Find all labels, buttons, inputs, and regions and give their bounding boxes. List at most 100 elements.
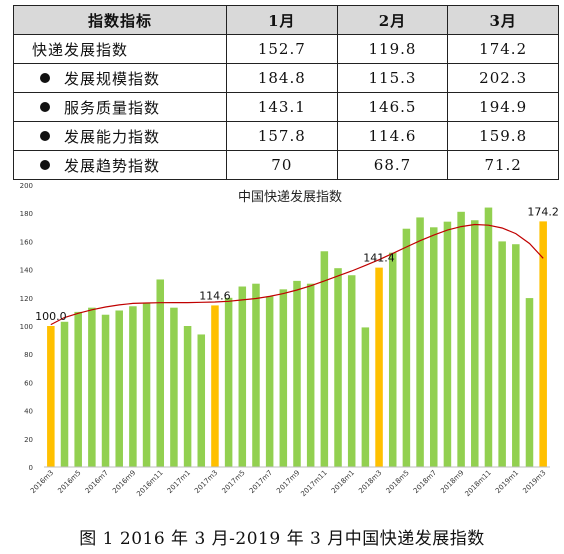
y-tick-label: 180: [20, 210, 33, 218]
data-label: 114.6: [199, 289, 231, 302]
row-value: 152.7: [226, 34, 338, 64]
bar-2017m8: [279, 289, 288, 467]
row-indicator-name: 快递发展指数: [13, 34, 227, 64]
bar-2019m1: [512, 244, 520, 467]
bar-2016m12: [170, 307, 178, 467]
y-tick-label: 60: [24, 379, 33, 387]
row-label: 发展规模指数: [64, 69, 161, 88]
row-label: 发展能力指数: [64, 127, 161, 146]
y-tick-label: 40: [24, 408, 33, 416]
table-row: 发展趋势指数 70 68.7 71.2: [13, 150, 559, 180]
header-mar: 3月: [447, 5, 559, 35]
bar-2017m5: [238, 286, 247, 467]
bar-2016m10: [142, 303, 151, 467]
x-tick-label: 2017m5: [220, 469, 246, 495]
y-tick-label: 0: [29, 464, 33, 472]
bar-2017m3: [211, 305, 219, 467]
chart-title: 中国快递发展指数: [238, 189, 342, 205]
data-label: 141.4: [363, 252, 395, 265]
bar-2018m12: [498, 241, 506, 467]
row-value: 143.1: [226, 92, 338, 122]
x-tick-label: 2017m1: [166, 469, 192, 495]
row-label: 发展趋势指数: [64, 156, 161, 175]
bar-2018m11: [484, 207, 493, 467]
row-value: 157.8: [226, 121, 338, 151]
row-value: 159.8: [447, 121, 559, 151]
bar-2017m7: [265, 296, 274, 467]
bar-2017m6: [252, 283, 260, 467]
bar-2017m2: [197, 334, 206, 467]
x-tick-label: 2016m11: [135, 469, 164, 498]
header-indicator: 指数指标: [13, 5, 227, 35]
bar-2019m3: [539, 221, 547, 467]
bar-2018m3: [375, 267, 383, 467]
row-value: 114.6: [336, 121, 449, 151]
row-indicator-name: 发展能力指数: [13, 121, 227, 151]
row-label: 快递发展指数: [32, 40, 129, 59]
x-tick-label: 2018m5: [385, 469, 411, 495]
row-indicator-name: 发展趋势指数: [13, 150, 227, 180]
data-label: 100.0: [35, 310, 67, 323]
row-value: 194.9: [447, 92, 559, 122]
bar-2017m9: [293, 280, 301, 467]
table-row: 发展规模指数 184.8 115.3 202.3: [13, 63, 559, 93]
row-indicator-name: 服务质量指数: [13, 92, 227, 122]
x-tick-label: 2017m9: [275, 469, 301, 495]
x-tick-label: 2017m3: [193, 469, 219, 495]
bullet-icon: [40, 102, 50, 112]
bar-2016m4: [60, 321, 69, 467]
bar-2017m11: [320, 251, 329, 467]
row-value: 71.2: [447, 150, 559, 180]
x-tick-label: 2018m9: [439, 469, 465, 495]
x-tick-label: 2018m7: [412, 469, 438, 495]
bar-2018m6: [416, 217, 424, 467]
index-table: 指数指标 1月 2月 3月 快递发展指数 152.7 119.8 174.2 发展规模指…: [13, 5, 559, 180]
x-tick-label: 2017m7: [248, 469, 274, 495]
bar-2016m8: [115, 310, 123, 467]
bar-2018m9: [457, 211, 465, 467]
y-tick-label: 20: [24, 436, 33, 444]
x-tick-label: 2019m3: [521, 469, 547, 495]
x-tick-label: 2019m1: [494, 469, 520, 495]
table-row: 服务质量指数 143.1 146.5 194.9: [13, 92, 559, 122]
bullet-icon: [40, 73, 50, 83]
x-tick-label: 2016m5: [56, 469, 82, 495]
table-row: 发展能力指数 157.8 114.6 159.8: [13, 121, 559, 151]
bar-2016m11: [156, 279, 165, 467]
x-tick-label: 2016m9: [111, 469, 137, 495]
row-value: 202.3: [447, 63, 559, 93]
bar-2018m1: [347, 275, 356, 467]
bullet-icon: [40, 160, 50, 170]
y-tick-label: 200: [20, 182, 33, 190]
x-tick-label: 2017m11: [299, 469, 328, 498]
x-tick-label: 2018m11: [463, 469, 492, 498]
y-tick-label: 160: [20, 238, 33, 246]
bar-2016m7: [101, 314, 110, 467]
x-tick-label: 2018m1: [330, 469, 356, 495]
header-feb: 2月: [336, 5, 449, 35]
express-index-chart: 中国快递发展指数 0 20 40 60 80 100 120 140 160 180 200 2016m…: [20, 182, 559, 498]
bullet-icon: [40, 131, 50, 141]
row-value: 146.5: [336, 92, 449, 122]
x-tick-label: 2016m7: [84, 469, 110, 495]
y-tick-label: 120: [20, 295, 33, 303]
row-value: 119.8: [336, 34, 449, 64]
y-tick-label: 140: [20, 267, 33, 275]
row-value: 68.7: [336, 150, 449, 180]
bar-2018m7: [429, 227, 438, 467]
bar-2018m8: [443, 221, 452, 467]
bar-2016m6: [88, 307, 96, 467]
bar-2018m2: [361, 327, 370, 467]
bar-2017m1: [183, 326, 192, 467]
bar-2018m4: [388, 252, 397, 467]
row-indicator-name: 发展规模指数: [13, 63, 227, 93]
table-header-row: 指数指标 1月 2月 3月: [13, 5, 559, 35]
table-row: 快递发展指数 152.7 119.8 174.2: [13, 34, 559, 64]
x-tick-label: 2018m3: [357, 469, 383, 495]
bar-2017m12: [334, 268, 342, 467]
y-tick-label: 100: [20, 323, 33, 331]
bar-2017m4: [224, 297, 233, 467]
y-tick-label: 80: [24, 351, 33, 359]
row-value: 174.2: [447, 34, 559, 64]
figure-caption: 图 1 2016 年 3 月-2019 年 3 月中国快递发展指数: [79, 529, 485, 549]
